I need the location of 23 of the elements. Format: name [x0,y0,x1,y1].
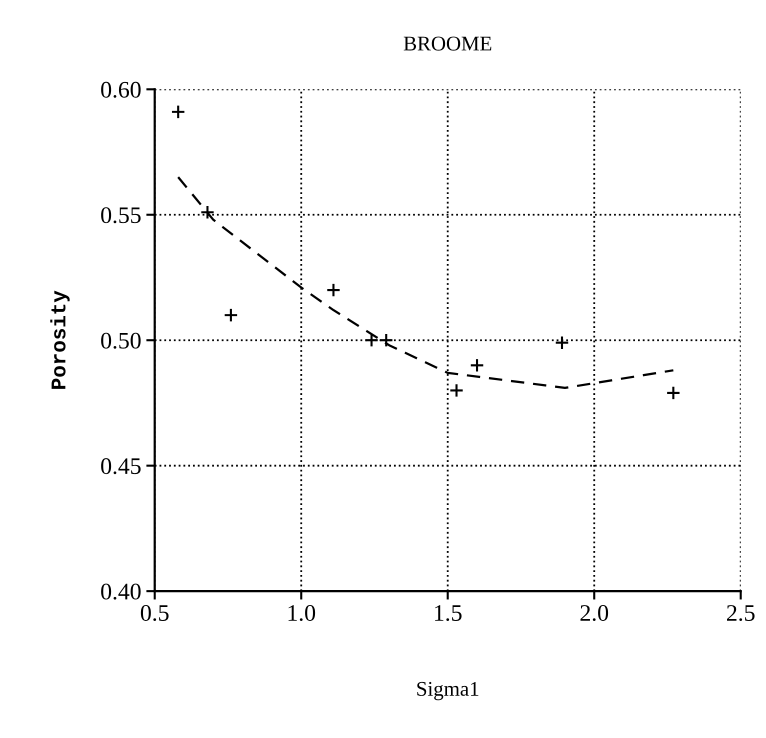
chart-title: BROOME [404,36,492,51]
point [449,383,464,398]
y-axis-title: Porosity [50,290,70,389]
x-tick-label: 2.5 [727,605,755,622]
x-tick-label: 1.5 [435,605,462,622]
point [326,282,341,298]
y-tick-label: 0.60 [101,82,141,98]
y-tick-label: 0.40 [101,584,141,600]
y-tick-label: 0.50 [101,332,141,349]
x-axis-title: Sigma1 [417,682,478,700]
point [554,335,570,350]
x-tick-label: 1.0 [288,605,316,622]
point [470,358,484,373]
x-tick-label: 2.0 [580,605,608,622]
point [170,104,186,120]
y-tick-label: 0.55 [101,207,141,224]
point [378,332,394,348]
point [224,308,238,322]
point [666,386,681,400]
y-tick-label: 0.45 [101,458,141,474]
point [364,332,379,348]
x-tick-label: 0.5 [140,605,169,622]
point [200,204,215,220]
